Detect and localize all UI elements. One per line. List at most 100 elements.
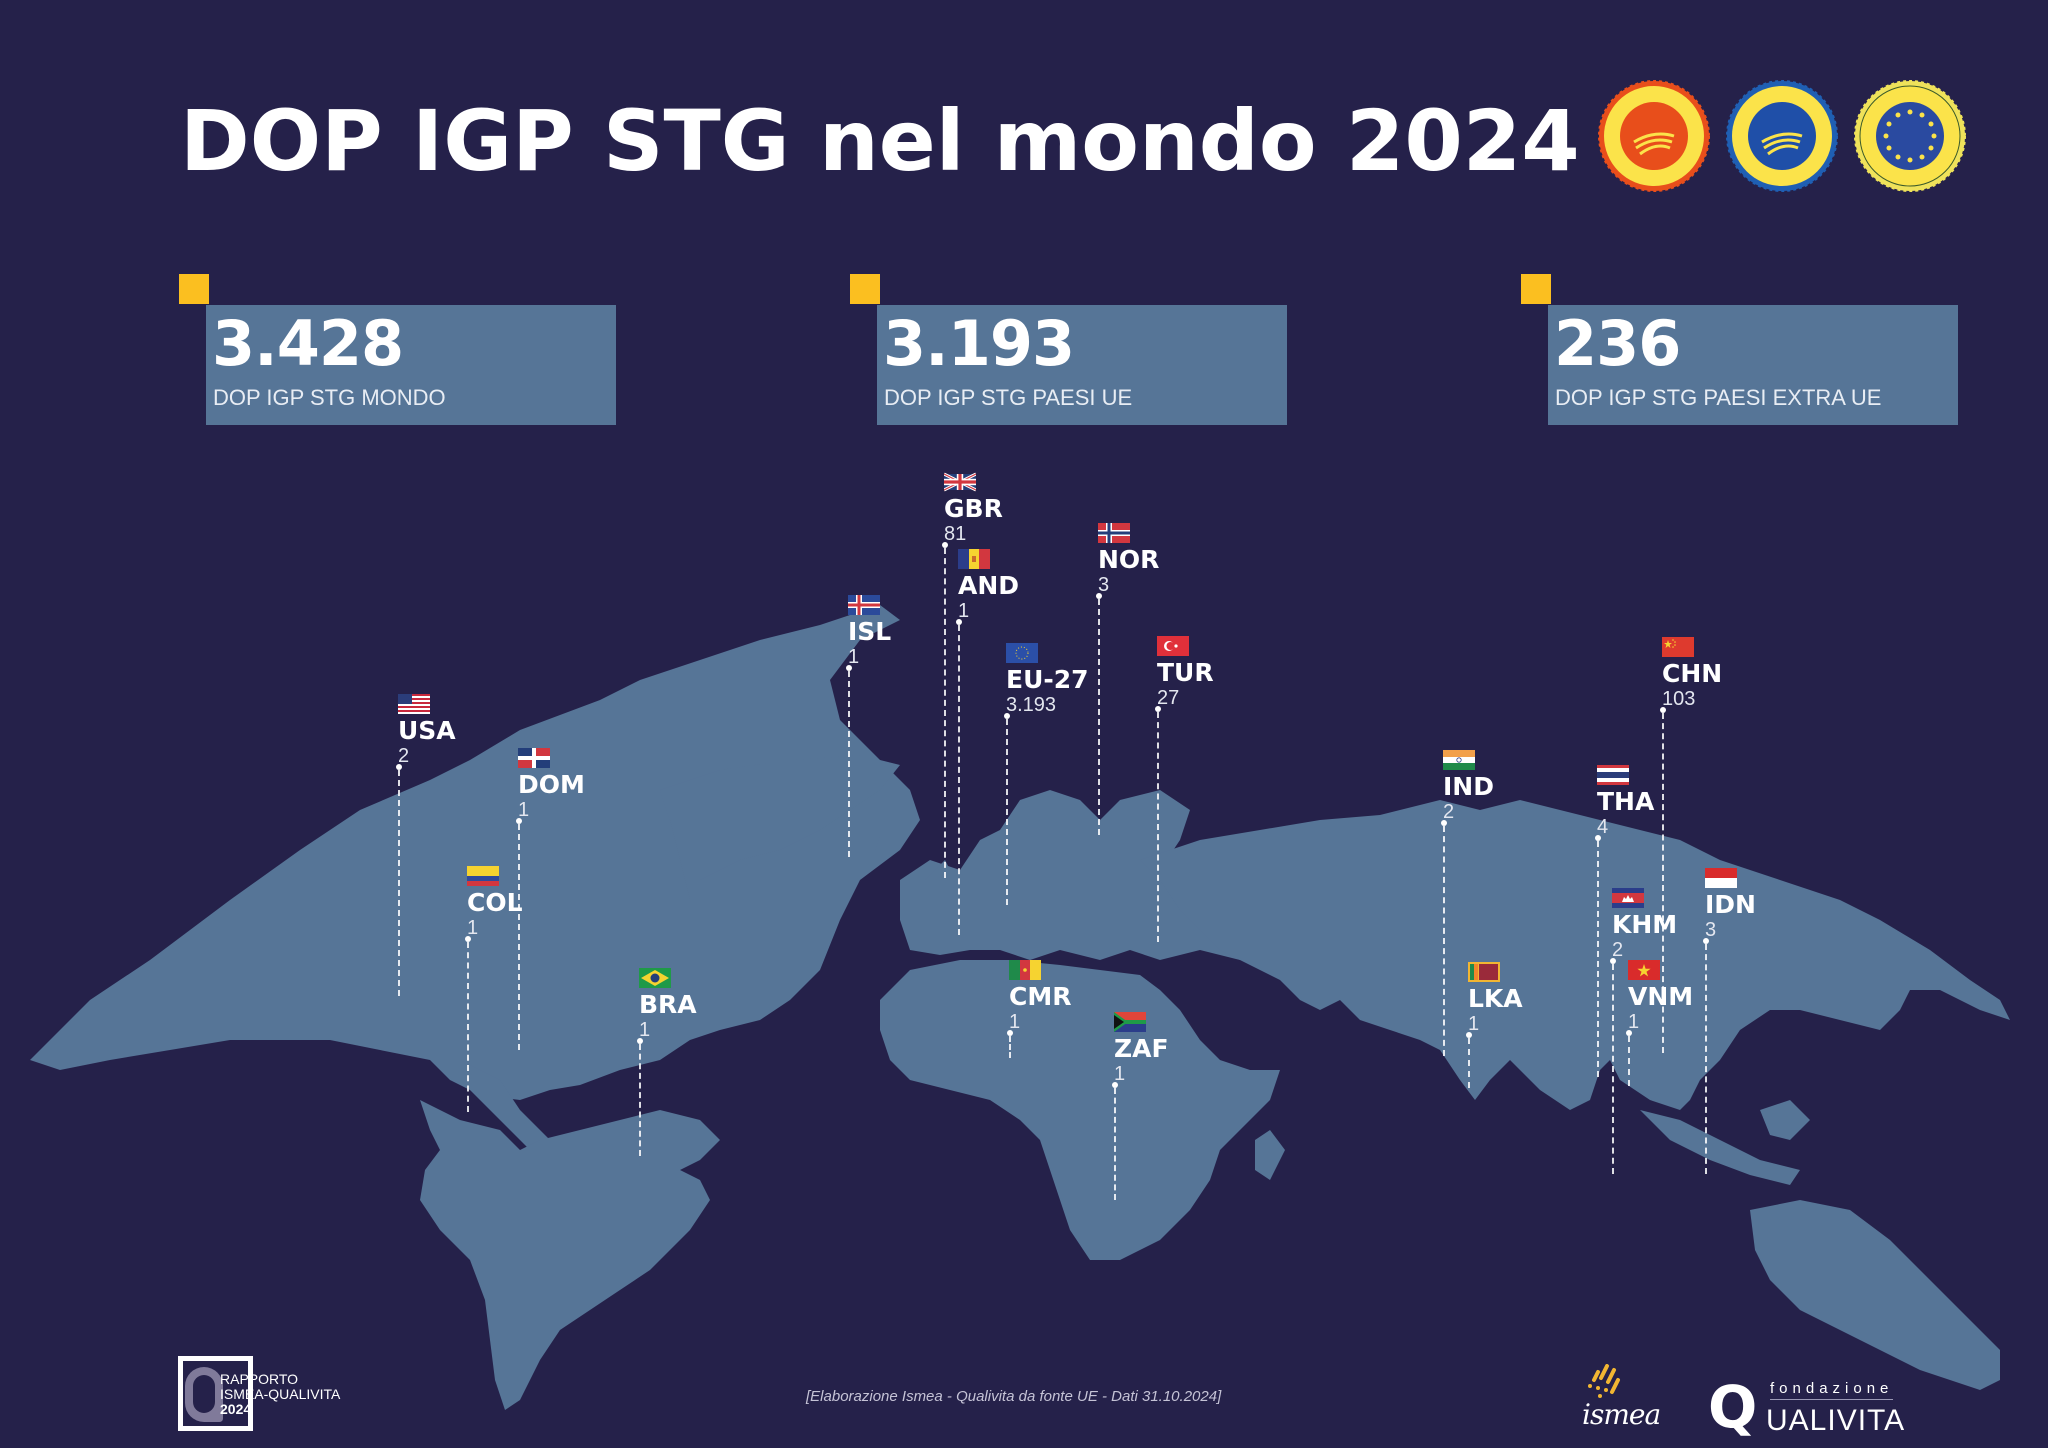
pin-dot	[1004, 713, 1010, 719]
country-value: 3	[1705, 919, 1717, 941]
ismea-bars-icon	[1588, 1364, 1620, 1398]
pin-dot	[1703, 938, 1709, 944]
isl-flag-icon	[848, 595, 880, 615]
pin-line	[1628, 1036, 1630, 1086]
pin-dot	[637, 1038, 643, 1044]
asia-landmass	[1140, 800, 2010, 1110]
south-america-landmass	[420, 1100, 720, 1410]
country-code: KHM	[1612, 910, 1678, 939]
country-code: THA	[1597, 787, 1655, 816]
rapporto-line2: ISMEA-QUALIVITA	[220, 1386, 341, 1402]
country-code: COL	[467, 888, 523, 917]
country-value: 3.193	[1006, 694, 1057, 716]
stat-value: 3.428	[212, 307, 404, 380]
pin-dot	[1660, 707, 1666, 713]
pin-dot	[846, 665, 852, 671]
country-code: ISL	[848, 617, 892, 646]
pin-dot	[942, 542, 948, 548]
country-code: IDN	[1705, 890, 1756, 919]
usa-flag-icon	[398, 694, 430, 714]
source-note: [Elaborazione Ismea - Qualivita da fonte…	[806, 1388, 1222, 1405]
stat-box: 3.428 DOP IGP STG MONDO	[206, 305, 616, 425]
pin-line	[1157, 712, 1159, 942]
country-code: EU-27	[1006, 665, 1089, 694]
pin-dot	[956, 619, 962, 625]
stat-extra-eu: 236 DOP IGP STG PAESI EXTRA UE	[1521, 274, 1961, 426]
accent-marker	[179, 274, 209, 304]
stat-world: 3.428 DOP IGP STG MONDO	[179, 274, 619, 426]
country-value: 1	[1628, 1011, 1640, 1033]
country-value: 1	[1114, 1063, 1126, 1085]
country-value: 2	[1612, 939, 1624, 961]
pin-dot	[516, 818, 522, 824]
lka-flag-icon	[1468, 962, 1500, 982]
country-code: GBR	[944, 494, 1003, 523]
pin-dot	[1112, 1082, 1118, 1088]
country-code: ZAF	[1114, 1034, 1169, 1063]
pin-dot	[1096, 593, 1102, 599]
pin-dot	[1441, 820, 1447, 826]
greenland-landmass	[660, 755, 900, 900]
country-value: 1	[848, 646, 860, 668]
khm-flag-icon	[1612, 888, 1644, 908]
seals-group	[1598, 80, 1966, 192]
accent-marker	[850, 274, 880, 304]
pin-line	[467, 942, 469, 1112]
pin-line	[1597, 841, 1599, 1077]
dop-seal-icon	[1598, 80, 1710, 192]
pin-dot	[1610, 958, 1616, 964]
country-code: AND	[958, 571, 1020, 600]
page-title: DOP IGP STG nel mondo 2024	[180, 92, 1580, 190]
stat-eu: 3.193 DOP IGP STG PAESI UE	[850, 274, 1290, 426]
country-value: 103	[1662, 688, 1696, 710]
rapporto-year: 2024	[220, 1401, 252, 1417]
pin-line	[848, 671, 850, 857]
pin-line	[944, 548, 946, 878]
country-value: 1	[518, 799, 530, 821]
country-code: LKA	[1468, 984, 1523, 1013]
country-value: 2	[398, 745, 410, 767]
stat-box: 3.193 DOP IGP STG PAESI UE	[877, 305, 1287, 425]
pin-line	[1006, 719, 1008, 905]
pin-line	[1705, 944, 1707, 1174]
pin-line	[1443, 826, 1445, 1056]
country-value: 1	[467, 917, 479, 939]
pin-line	[398, 770, 400, 996]
igp-seal-icon	[1726, 80, 1838, 192]
country-value: 1	[639, 1019, 651, 1041]
pin-dot	[1466, 1032, 1472, 1038]
zaf-flag-icon	[1114, 1012, 1146, 1032]
pin-line	[1114, 1088, 1116, 1200]
rapporto-line1: RAPPORTO	[220, 1371, 299, 1387]
pin-dot	[1155, 706, 1161, 712]
bra-flag-icon	[639, 968, 671, 988]
country-value: 1	[1009, 1011, 1021, 1033]
and-flag-icon	[958, 549, 990, 569]
dom-flag-icon	[518, 748, 550, 768]
country-code: CHN	[1662, 659, 1723, 688]
stat-value: 3.193	[883, 307, 1075, 380]
nor-flag-icon	[1098, 523, 1130, 543]
vnm-flag-icon	[1628, 960, 1660, 980]
country-value: 2	[1443, 801, 1455, 823]
pin-line	[1009, 1036, 1011, 1058]
pin-dot	[1007, 1030, 1013, 1036]
pin-dot	[1626, 1030, 1632, 1036]
ismea-wordmark: ismea	[1582, 1398, 1661, 1431]
pin-dot	[1595, 835, 1601, 841]
country-value: 3	[1098, 574, 1110, 596]
pin-line	[518, 824, 520, 1050]
col-flag-icon	[467, 866, 499, 886]
rapporto-logo-icon	[178, 1356, 253, 1431]
accent-marker	[1521, 274, 1551, 304]
eu-flag-icon	[1006, 643, 1038, 663]
ismea-logo: ismea	[1582, 1364, 1672, 1434]
stat-label: DOP IGP STG MONDO	[213, 385, 446, 410]
country-value: 27	[1157, 687, 1180, 709]
country-code: NOR	[1098, 545, 1160, 574]
australia-landmass	[1750, 1200, 2000, 1390]
pin-dot	[396, 764, 402, 770]
country-value: 1	[958, 600, 970, 622]
country-code: DOM	[518, 770, 585, 799]
